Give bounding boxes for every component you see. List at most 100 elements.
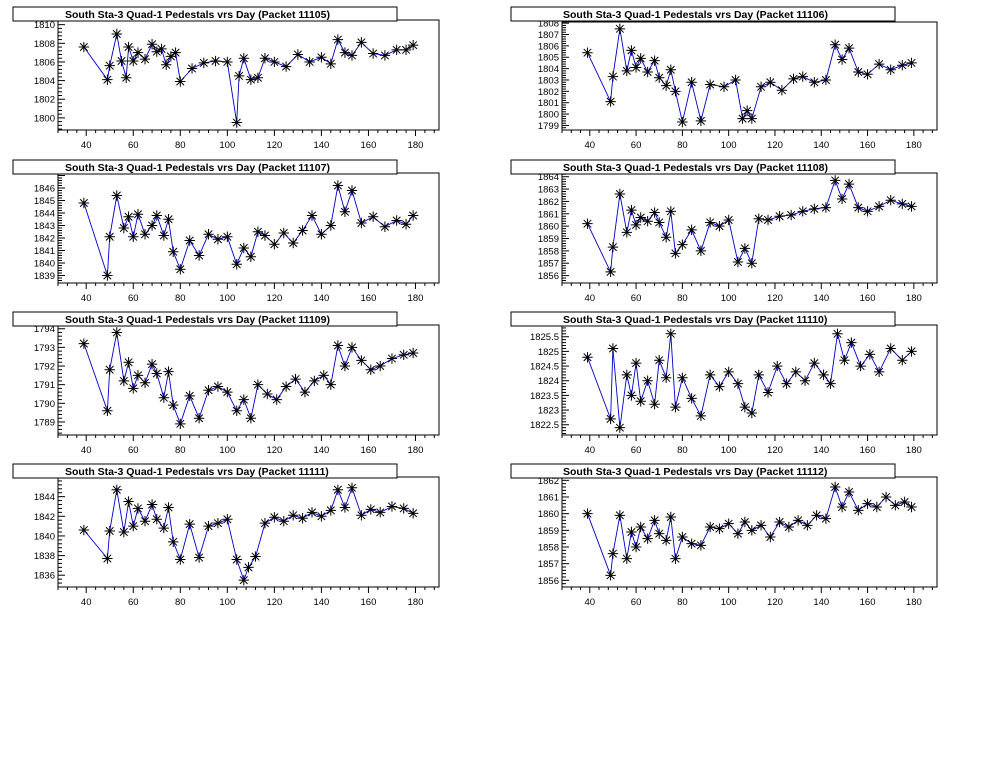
x-tick-label: 140 xyxy=(313,140,329,151)
data-point xyxy=(741,105,753,116)
data-point xyxy=(309,375,320,387)
x-tick-label: 80 xyxy=(677,597,688,608)
data-point xyxy=(163,366,174,377)
x-tick-label: 100 xyxy=(219,597,235,608)
y-tick-label: 1845 xyxy=(34,196,55,207)
data-point xyxy=(407,210,419,221)
chart-panel-7: 40 60 80 100 120 140 160 180 1836 1838 1840 1842 184… xyxy=(12,463,440,608)
data-point xyxy=(621,227,633,238)
x-tick-label: 60 xyxy=(631,140,642,151)
x-tick-label: 140 xyxy=(813,597,829,608)
data-point xyxy=(128,520,139,532)
data-point xyxy=(732,378,744,389)
data-point xyxy=(151,46,162,57)
data-point xyxy=(654,72,665,83)
data-point xyxy=(809,77,820,88)
data-point xyxy=(269,56,280,68)
data-point xyxy=(121,72,132,83)
x-tick-label: 60 xyxy=(631,597,642,608)
data-point xyxy=(118,375,130,387)
data-point xyxy=(245,251,257,262)
data-area xyxy=(582,481,917,581)
y-tick-label: 1840 xyxy=(34,531,55,542)
data-point xyxy=(723,214,734,226)
data-point xyxy=(222,231,233,242)
data-point xyxy=(165,51,177,62)
x-tick-label: 40 xyxy=(81,293,92,304)
chart-panel-6: 40 60 80 100 120 140 160 180 1822.5 1823 1823.5 182… xyxy=(510,311,938,456)
data-point xyxy=(193,413,205,424)
data-point xyxy=(346,482,358,494)
data-point xyxy=(259,53,271,64)
data-point xyxy=(862,206,873,217)
data-point xyxy=(811,510,822,521)
y-tick-label: 1844 xyxy=(34,209,55,220)
y-tick-label: 1802 xyxy=(34,95,55,106)
data-point xyxy=(318,370,329,381)
data-point xyxy=(299,386,311,398)
x-tick-label: 100 xyxy=(721,597,737,608)
data-point xyxy=(151,368,162,379)
data-point xyxy=(339,502,351,513)
data-point xyxy=(642,533,653,544)
data-point xyxy=(660,232,672,243)
data-point xyxy=(880,491,892,503)
data-point xyxy=(792,515,804,526)
data-point xyxy=(325,58,337,70)
data-area xyxy=(78,28,419,128)
data-point xyxy=(665,328,676,339)
y-tick-label: 1805 xyxy=(538,53,559,64)
data-point xyxy=(797,71,808,82)
data-point xyxy=(686,393,697,404)
data-point xyxy=(102,74,113,85)
data-point xyxy=(642,66,653,78)
data-point xyxy=(365,364,376,375)
x-tick-label: 180 xyxy=(906,140,922,151)
series-line xyxy=(83,185,414,276)
data-point xyxy=(231,554,242,565)
data-point xyxy=(820,513,832,524)
data-point xyxy=(897,198,908,210)
data-point xyxy=(203,229,214,240)
y-tick-label: 1799 xyxy=(538,121,559,132)
chart-title: South Sta-3 Quad-1 Pedestals vrs Day (Pa… xyxy=(563,314,827,326)
chart-panel-4: 40 60 80 100 120 140 160 1801856185718581859186… xyxy=(510,159,938,304)
data-point xyxy=(78,41,90,53)
data-point xyxy=(765,77,776,88)
chart-title: South Sta-3 Quad-1 Pedestals vrs Day (Pa… xyxy=(65,162,330,174)
y-tick-label: 1792 xyxy=(34,362,55,373)
data-point xyxy=(175,264,186,275)
data-point xyxy=(649,515,660,526)
data-point xyxy=(776,85,788,96)
x-tick-label: 80 xyxy=(677,293,688,304)
data-point xyxy=(346,185,358,196)
data-point xyxy=(864,349,876,360)
data-point xyxy=(386,501,398,512)
data-point xyxy=(785,209,797,221)
chart-title: South Sta-3 Quad-1 Pedestals vrs Day (Pa… xyxy=(563,162,828,174)
data-point xyxy=(238,394,249,405)
data-point xyxy=(906,201,917,212)
data-point xyxy=(607,241,619,253)
data-point xyxy=(259,517,271,529)
data-point xyxy=(621,369,633,381)
title-box xyxy=(510,463,896,479)
data-point xyxy=(139,515,151,527)
x-tick-label: 60 xyxy=(128,140,139,151)
plot-frame xyxy=(57,172,440,284)
data-point xyxy=(139,53,151,65)
y-tick-label: 1822.5 xyxy=(530,420,559,431)
data-point xyxy=(829,39,841,50)
data-point xyxy=(829,481,841,493)
data-point xyxy=(407,39,419,51)
plot-frame xyxy=(561,21,938,131)
data-point xyxy=(843,42,855,54)
data-point xyxy=(630,62,642,73)
data-point xyxy=(339,360,351,372)
data-point xyxy=(718,81,730,92)
data-point xyxy=(855,360,866,372)
data-point xyxy=(151,514,162,525)
data-point xyxy=(635,53,646,64)
data-area xyxy=(582,175,917,278)
